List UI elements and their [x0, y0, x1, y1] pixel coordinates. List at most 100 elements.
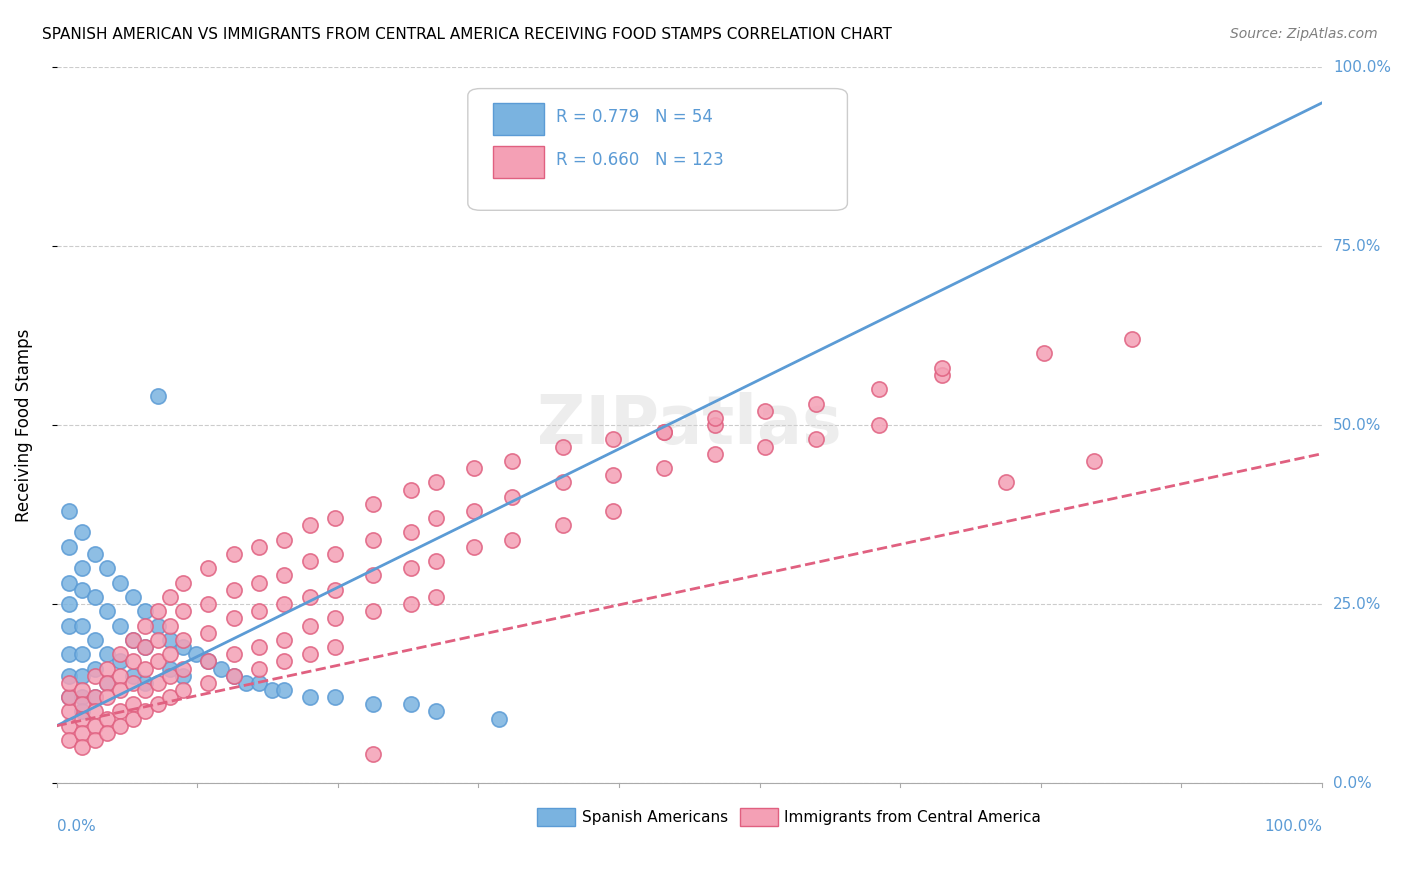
Point: [209, 661, 232, 675]
Point: [96, 604, 118, 618]
Point: [108, 705, 131, 719]
Point: [551, 518, 574, 533]
Point: [70, 647, 93, 661]
Point: [602, 468, 624, 483]
Point: [273, 568, 295, 582]
Point: [96, 647, 118, 661]
Point: [96, 661, 118, 675]
Point: [121, 712, 143, 726]
Point: [108, 575, 131, 590]
Text: 100.0%: 100.0%: [1333, 60, 1391, 75]
FancyBboxPatch shape: [468, 88, 848, 211]
Point: [361, 604, 384, 618]
Point: [602, 504, 624, 518]
Point: [83, 590, 105, 604]
Point: [399, 597, 422, 611]
Point: [323, 547, 346, 561]
Point: [58, 575, 80, 590]
Point: [146, 389, 169, 403]
Point: [197, 561, 219, 575]
Point: [703, 411, 725, 425]
Point: [172, 604, 194, 618]
Point: [868, 382, 890, 396]
Point: [121, 632, 143, 647]
Point: [222, 647, 245, 661]
Point: [146, 618, 169, 632]
Text: 0.0%: 0.0%: [56, 819, 96, 834]
Point: [172, 661, 194, 675]
Point: [197, 675, 219, 690]
Point: [298, 554, 321, 568]
Point: [159, 618, 181, 632]
Point: [108, 654, 131, 668]
Point: [247, 661, 270, 675]
Point: [108, 647, 131, 661]
Point: [323, 640, 346, 654]
Point: [70, 690, 93, 705]
Point: [96, 561, 118, 575]
Point: [83, 690, 105, 705]
Point: [96, 675, 118, 690]
Point: [146, 675, 169, 690]
Text: 25.0%: 25.0%: [1333, 597, 1381, 612]
Point: [172, 640, 194, 654]
Point: [298, 590, 321, 604]
Point: [83, 690, 105, 705]
Point: [159, 647, 181, 661]
Point: [425, 705, 447, 719]
FancyBboxPatch shape: [740, 808, 778, 826]
Point: [501, 533, 523, 547]
Point: [247, 575, 270, 590]
Point: [323, 611, 346, 625]
Point: [159, 690, 181, 705]
Point: [298, 518, 321, 533]
Point: [931, 360, 953, 375]
Point: [501, 490, 523, 504]
Point: [121, 654, 143, 668]
Point: [70, 705, 93, 719]
Point: [134, 640, 156, 654]
Point: [172, 668, 194, 682]
Point: [83, 668, 105, 682]
Point: [652, 461, 675, 475]
Point: [58, 540, 80, 554]
Point: [159, 668, 181, 682]
Text: 100.0%: 100.0%: [1264, 819, 1322, 834]
Point: [197, 654, 219, 668]
Point: [134, 705, 156, 719]
Point: [501, 454, 523, 468]
Point: [70, 582, 93, 597]
Point: [1083, 454, 1105, 468]
Point: [146, 604, 169, 618]
Point: [70, 668, 93, 682]
Point: [159, 590, 181, 604]
Point: [172, 575, 194, 590]
Point: [96, 675, 118, 690]
Point: [361, 497, 384, 511]
Point: [652, 425, 675, 440]
Point: [108, 719, 131, 733]
Point: [399, 525, 422, 540]
Point: [58, 504, 80, 518]
Point: [134, 683, 156, 698]
Point: [361, 698, 384, 712]
Point: [361, 568, 384, 582]
Point: [222, 582, 245, 597]
Point: [70, 740, 93, 755]
Point: [108, 668, 131, 682]
Point: [222, 668, 245, 682]
Point: [754, 403, 776, 417]
Point: [399, 483, 422, 497]
Text: 75.0%: 75.0%: [1333, 238, 1381, 253]
Point: [172, 683, 194, 698]
Point: [70, 726, 93, 740]
Point: [146, 698, 169, 712]
Point: [273, 597, 295, 611]
Point: [463, 461, 485, 475]
Point: [1121, 332, 1143, 346]
Point: [551, 475, 574, 490]
Point: [868, 418, 890, 433]
Point: [273, 632, 295, 647]
Point: [58, 690, 80, 705]
Text: R = 0.779   N = 54: R = 0.779 N = 54: [557, 108, 713, 126]
